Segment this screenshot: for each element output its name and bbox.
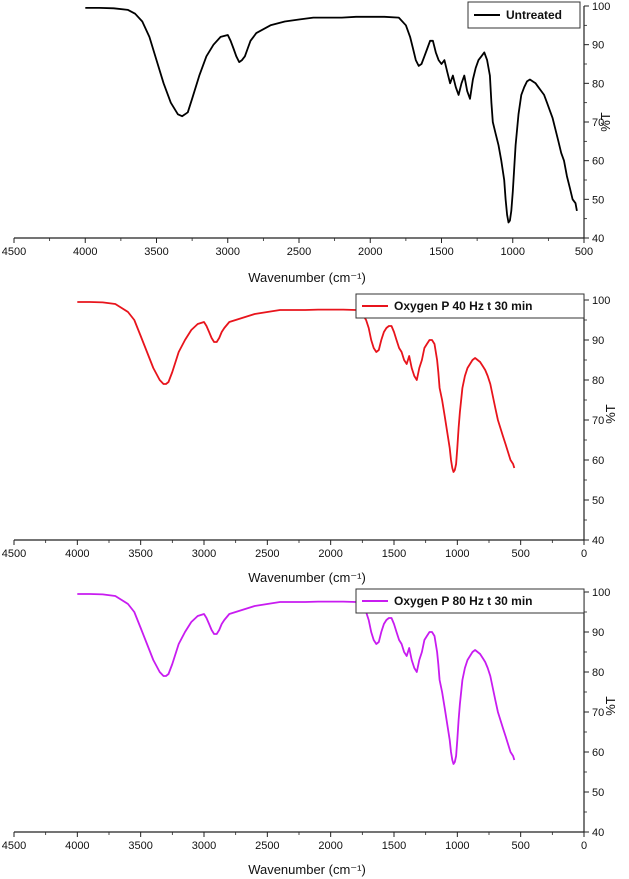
y-tick-label: 100 — [592, 295, 610, 307]
y-tick-label: 40 — [592, 535, 604, 547]
x-tick-label: 4000 — [65, 840, 89, 852]
x-tick-label: 1000 — [445, 840, 469, 852]
y-tick-label: 90 — [592, 40, 604, 52]
x-tick-label: 1000 — [501, 246, 525, 258]
x-tick-label: 500 — [511, 548, 529, 560]
y-tick-label: 100 — [592, 587, 610, 599]
x-tick-label: 500 — [511, 840, 529, 852]
legend-box — [355, 293, 585, 319]
series-line-1 — [85, 7, 578, 224]
x-tick-label: 4500 — [2, 246, 26, 258]
x-tick-label: 1500 — [382, 840, 406, 852]
x-axis-title: Wavenumber (cm⁻¹) — [248, 570, 366, 585]
x-tick-label: 2500 — [255, 548, 279, 560]
y-tick-label: 80 — [592, 375, 604, 387]
x-tick-label: 3500 — [128, 548, 152, 560]
y-tick-label: 50 — [592, 194, 604, 206]
x-tick-label: 2000 — [318, 840, 342, 852]
y-axis-title: %T — [598, 112, 613, 132]
y-tick-label: 40 — [592, 233, 604, 245]
y-tick-label: 70 — [592, 415, 604, 427]
legend-label: Untreated — [506, 8, 562, 22]
x-tick-label: 3000 — [192, 840, 216, 852]
y-tick-label: 100 — [592, 1, 610, 13]
legend-box — [355, 588, 585, 614]
y-tick-label: 60 — [592, 156, 604, 168]
y-tick-label: 90 — [592, 335, 604, 347]
series-line-3 — [77, 593, 516, 765]
series-line-2 — [77, 301, 516, 473]
legend-box — [467, 1, 581, 29]
x-tick-label: 3500 — [144, 246, 168, 258]
x-tick-label: 0 — [581, 548, 587, 560]
x-tick-label: 1000 — [445, 548, 469, 560]
y-tick-label: 90 — [592, 627, 604, 639]
x-tick-label: 2000 — [358, 246, 382, 258]
y-tick-label: 70 — [592, 707, 604, 719]
x-tick-label: 2500 — [255, 840, 279, 852]
x-tick-label: 4500 — [2, 548, 26, 560]
x-tick-label: 3000 — [216, 246, 240, 258]
y-axis-title: %T — [603, 404, 618, 424]
x-axis-title: Wavenumber (cm⁻¹) — [248, 270, 366, 285]
x-tick-label: 4000 — [65, 548, 89, 560]
x-tick-label: 4000 — [73, 246, 97, 258]
panel-3: 4500 4000 3500 3000 2500 2000 1500 1000 500 0 40 50… — [2, 587, 618, 877]
panel-2: 4500 4000 3500 3000 2500 2000 1500 1000 500 0 40 50… — [2, 293, 618, 585]
x-tick-label: 4500 — [2, 840, 26, 852]
x-tick-label: 2000 — [318, 548, 342, 560]
y-tick-label: 80 — [592, 78, 604, 90]
x-tick-label: 500 — [575, 246, 593, 258]
y-tick-label: 40 — [592, 827, 604, 839]
y-tick-label: 60 — [592, 747, 604, 759]
legend-label: Oxygen P 80 Hz t 30 min — [394, 594, 533, 608]
y-tick-label: 70 — [592, 117, 604, 129]
y-axis-title: %T — [603, 696, 618, 716]
y-tick-label: 60 — [592, 455, 604, 467]
x-tick-label: 0 — [581, 840, 587, 852]
x-tick-label: 3500 — [128, 840, 152, 852]
y-tick-label: 50 — [592, 495, 604, 507]
x-tick-label: 1500 — [382, 548, 406, 560]
y-tick-label: 80 — [592, 667, 604, 679]
x-tick-label: 3000 — [192, 548, 216, 560]
x-tick-label: 1500 — [429, 246, 453, 258]
y-tick-label: 50 — [592, 787, 604, 799]
x-axis-title: Wavenumber (cm⁻¹) — [248, 862, 366, 877]
legend-label: Oxygen P 40 Hz t 30 min — [394, 299, 533, 313]
x-tick-label: 2500 — [287, 246, 311, 258]
